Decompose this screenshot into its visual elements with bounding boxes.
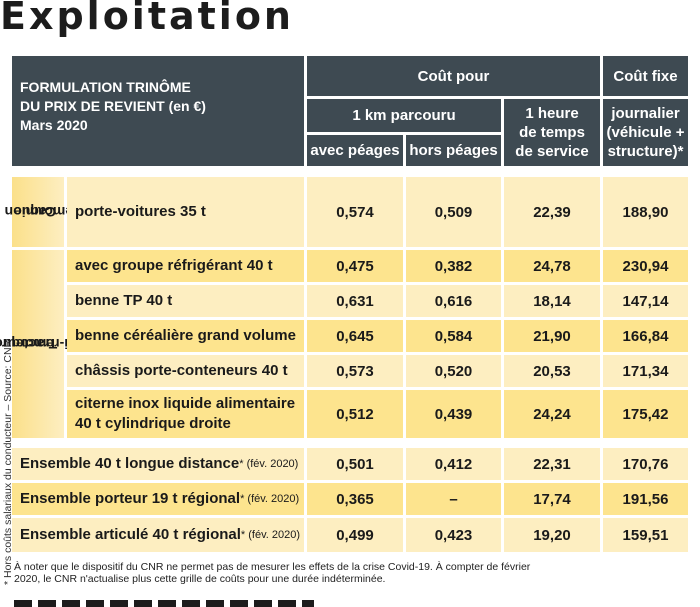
cell-avec-peages: 0,631 <box>307 285 403 317</box>
header-formulation: FORMULATION TRINÔME DU PRIX DE REVIENT (… <box>12 56 304 166</box>
cell-heure: 22,39 <box>504 177 600 247</box>
row-label: benne TP 40 t <box>67 285 304 317</box>
row-label-suffix: * (fév. 2020) <box>240 493 300 505</box>
cell-avec-peages: 0,573 <box>307 355 403 387</box>
group-camion-remorque: Camion remorque <box>4 177 78 247</box>
cell-fixe: 230,94 <box>603 250 688 282</box>
cell-avec-peages: 0,499 <box>307 518 403 552</box>
cell-hors-peages: 0,439 <box>406 390 501 438</box>
cell-fixe: 159,51 <box>603 518 688 552</box>
group-tracteur-semi-remorque: Tracteur semi-remorque <box>0 250 97 438</box>
cell-hors-peages: 0,382 <box>406 250 501 282</box>
cell-avec-peages: 0,475 <box>307 250 403 282</box>
cell-heure: 20,53 <box>504 355 600 387</box>
cell-avec-peages: 0,501 <box>307 448 403 480</box>
cell-fixe: 166,84 <box>603 320 688 352</box>
table-row: citerne inox liquide alimentaire 40 t cy… <box>12 390 688 438</box>
header-journalier-line: (véhicule + <box>606 124 685 141</box>
cell-heure: 18,14 <box>504 285 600 317</box>
cell-heure: 24,78 <box>504 250 600 282</box>
row-label-line: 40 t cylindrique droite <box>75 415 231 432</box>
row-label-text: Ensemble articulé 40 t régional <box>20 526 241 543</box>
header-heure-line: de temps <box>519 124 585 141</box>
header-heure-line: 1 heure <box>525 105 579 122</box>
cell-hors-peages: 0,509 <box>406 177 501 247</box>
cropped-next-heading <box>14 600 314 607</box>
row-label: Ensemble articulé 40 t régional * (fév. 2… <box>12 518 304 552</box>
header-heure: 1 heure de temps de service <box>504 99 600 166</box>
footer-line: À noter que le dispositif du CNR ne perm… <box>14 561 531 573</box>
page-title: Exploitation <box>0 0 294 38</box>
header-km: 1 km parcouru <box>307 99 501 132</box>
row-label: benne céréalière grand volume <box>67 320 304 352</box>
cell-avec-peages: 0,574 <box>307 177 403 247</box>
table-row: benne TP 40 t 0,631 0,616 18,14 147,14 <box>12 285 688 317</box>
cell-fixe: 170,76 <box>603 448 688 480</box>
row-label: châssis porte-conteneurs 40 t <box>67 355 304 387</box>
row-label: avec groupe réfrigérant 40 t <box>67 250 304 282</box>
row-label: Ensemble 40 t longue distance * (fév. 202… <box>12 448 304 480</box>
header-heure-line: de service <box>515 143 589 160</box>
row-label: citerne inox liquide alimentaire 40 t cy… <box>67 390 304 438</box>
cell-heure: 17,74 <box>504 483 600 515</box>
header-journalier-line: structure)* <box>607 143 684 160</box>
cell-fixe: 188,90 <box>603 177 688 247</box>
header-hors-peages: hors péages <box>406 135 501 166</box>
cell-hors-peages: 0,412 <box>406 448 501 480</box>
table-row: porte-voitures 35 t 0,574 0,509 22,39 18… <box>12 177 688 247</box>
table-row: Ensemble 40 t longue distance * (fév. 202… <box>12 448 688 480</box>
header-cout-pour: Coût pour <box>307 56 600 96</box>
footer-note: À noter que le dispositif du CNR ne perm… <box>14 561 684 585</box>
cell-hors-peages: 0,520 <box>406 355 501 387</box>
row-label-line: citerne inox liquide alimentaire <box>75 395 296 412</box>
cell-hors-peages: 0,584 <box>406 320 501 352</box>
table-row: avec groupe réfrigérant 40 t 0,475 0,382… <box>12 250 688 282</box>
table-row: châssis porte-conteneurs 40 t 0,573 0,52… <box>12 355 688 387</box>
header-formulation-line: Mars 2020 <box>20 117 88 133</box>
header-journalier-line: journalier <box>611 105 680 122</box>
cell-hors-peages: 0,616 <box>406 285 501 317</box>
row-label: porte-voitures 35 t <box>67 177 304 247</box>
header-formulation-line: FORMULATION TRINÔME <box>20 79 191 95</box>
cell-heure: 19,20 <box>504 518 600 552</box>
table-row: benne céréalière grand volume 0,645 0,58… <box>12 320 688 352</box>
header-avec-peages: avec péages <box>307 135 403 166</box>
cell-hors-peages: 0,423 <box>406 518 501 552</box>
cell-hors-peages: – <box>406 483 501 515</box>
cell-heure: 21,90 <box>504 320 600 352</box>
cell-avec-peages: 0,512 <box>307 390 403 438</box>
row-label-text: Ensemble porteur 19 t régional <box>20 490 241 507</box>
footer-line: 2020, le CNR n'actualise plus cette gril… <box>14 573 386 585</box>
cell-avec-peages: 0,365 <box>307 483 403 515</box>
cell-heure: 24,24 <box>504 390 600 438</box>
row-label-text: Ensemble 40 t longue distance <box>20 455 240 472</box>
cell-avec-peages: 0,645 <box>307 320 403 352</box>
cell-heure: 22,31 <box>504 448 600 480</box>
row-label: Ensemble porteur 19 t régional * (fév. 20… <box>12 483 304 515</box>
cell-fixe: 175,42 <box>603 390 688 438</box>
table-row: Ensemble articulé 40 t régional * (fév. 2… <box>12 518 688 552</box>
cell-fixe: 171,34 <box>603 355 688 387</box>
cell-fixe: 147,14 <box>603 285 688 317</box>
row-label-suffix: * (fév. 2020) <box>240 529 301 541</box>
cell-fixe: 191,56 <box>603 483 688 515</box>
header-cout-fixe: Coût fixe <box>603 56 688 96</box>
row-label-suffix: * (fév. 2020) <box>239 458 299 470</box>
header-journalier: journalier (véhicule + structure)* <box>603 99 688 166</box>
header-formulation-line: DU PRIX DE REVIENT (en €) <box>20 98 206 114</box>
table-row: Ensemble porteur 19 t régional * (fév. 20… <box>12 483 688 515</box>
